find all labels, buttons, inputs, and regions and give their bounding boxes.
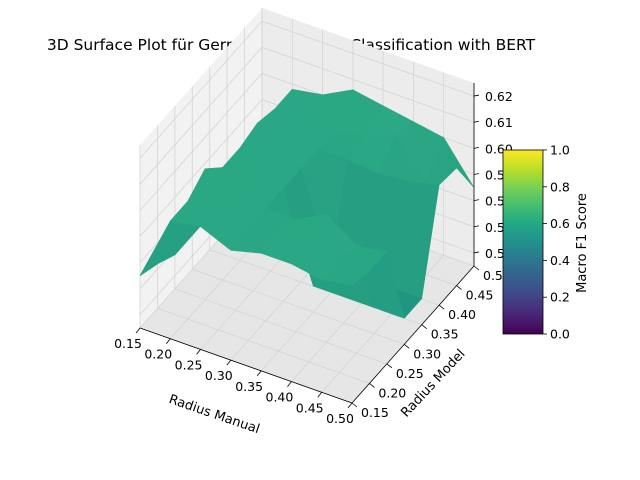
x-tick-label: 0.45	[296, 400, 324, 415]
z-tick-mark	[473, 199, 480, 202]
y-tick-mark	[404, 343, 410, 349]
y-tick-label: 0.15	[361, 405, 389, 420]
x-axis-line	[139, 327, 353, 404]
y-axis-line	[351, 265, 475, 404]
gridline-y	[209, 66, 422, 326]
y-tick-label: 0.25	[396, 366, 424, 381]
x-tick-label: 0.35	[235, 379, 263, 394]
x-tick-label: 0.30	[205, 368, 233, 383]
z-tick-mark	[473, 251, 480, 254]
x-tick-mark	[196, 349, 201, 355]
z-tick-mark	[473, 146, 480, 149]
y-tick-mark	[456, 285, 462, 290]
z-tick-mark	[473, 120, 480, 123]
y-tick-label: 0.20	[378, 385, 406, 400]
surface-mesh	[139, 88, 475, 319]
z-tick-mark	[473, 225, 480, 228]
y-tick-label: 0.30	[413, 346, 441, 361]
z-tick-mark	[473, 173, 480, 175]
x-tick-mark	[135, 327, 141, 334]
z-tick-label: 0.61	[485, 115, 513, 130]
surface-patch	[321, 259, 370, 286]
gridline-z	[139, 20, 475, 159]
gridline-y	[191, 86, 405, 345]
x-tick-label: 0.25	[175, 357, 203, 372]
colorbar-tick-label: 0.8	[550, 179, 570, 194]
colorbar-label: Macro F1 Score	[575, 193, 590, 293]
y-tick-label: 0.45	[466, 288, 494, 303]
colorbar-ticks: 0.0 0.2 0.4 0.6 0.8 1.0	[543, 143, 570, 342]
x-tick-mark	[256, 370, 262, 377]
y-tick-mark	[386, 363, 393, 369]
gridline-y	[156, 125, 370, 384]
colorbar-tick-label: 0.6	[550, 216, 570, 231]
gridline-z	[139, 46, 475, 185]
x-tick-label: 0.40	[266, 390, 294, 405]
z-tick-mark	[473, 94, 480, 97]
x-tick-mark	[317, 392, 323, 398]
axis-ticks: 0.150.200.250.300.350.400.450.50 0.150.20…	[114, 89, 513, 426]
y-tick-mark	[421, 324, 427, 330]
colorbar-tick-label: 1.0	[550, 143, 570, 158]
colorbar-tick-label: 0.2	[550, 290, 570, 305]
colorbar-tick-label: 0.4	[550, 253, 570, 268]
y-tick-label: 0.35	[431, 327, 459, 342]
x-tick-label: 0.20	[144, 347, 172, 362]
colorbar	[502, 149, 544, 335]
x-tick-mark	[226, 359, 232, 366]
x-tick-mark	[347, 402, 353, 409]
z-tick-label: 0.62	[485, 89, 513, 104]
gridline-y	[174, 105, 388, 365]
x-tick-mark	[165, 338, 171, 344]
colorbar-tick-label: 0.0	[550, 327, 570, 342]
x-tick-label: 0.15	[114, 336, 142, 351]
x-tick-mark	[287, 381, 292, 387]
y-tick-mark	[369, 383, 375, 388]
x-tick-label: 0.50	[326, 411, 354, 426]
y-tick-label: 0.40	[448, 307, 476, 322]
y-tick-mark	[351, 402, 358, 408]
y-tick-mark	[438, 304, 445, 310]
y-tick-mark	[473, 265, 480, 271]
